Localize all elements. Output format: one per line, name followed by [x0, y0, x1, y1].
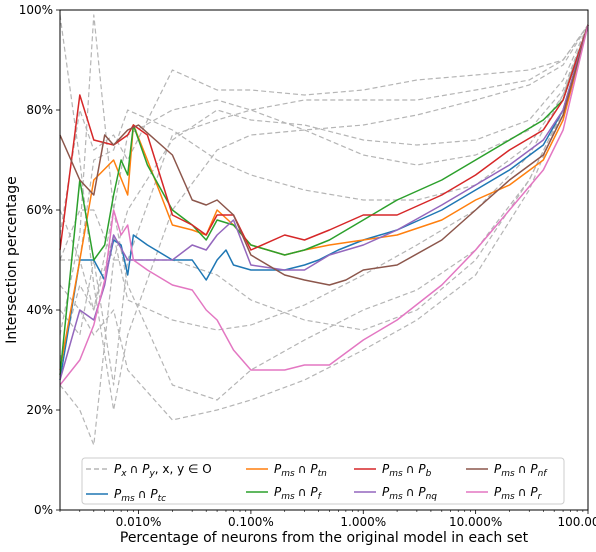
- legend-label-part: ms: [389, 469, 403, 479]
- legend-label-part: P: [274, 462, 282, 476]
- y-tick-label: 100%: [19, 3, 53, 17]
- legend-label: Pms ∩ Pr: [494, 485, 543, 502]
- series-line-gray-pair: [59, 24, 589, 261]
- legend-label-part: ∩: [406, 462, 419, 476]
- y-tick-label: 40%: [26, 303, 53, 317]
- legend-label-part: P: [274, 485, 282, 499]
- y-tick-label: 0%: [34, 503, 53, 517]
- x-axis-label: Percentage of neurons from the original …: [120, 530, 529, 546]
- legend-label-part: r: [538, 492, 543, 502]
- legend-label-part: ∩: [518, 462, 531, 476]
- legend-label-part: P: [494, 485, 502, 499]
- legend-label-part: ∩: [138, 487, 151, 501]
- legend-label-part: P: [382, 462, 390, 476]
- series-line-4: [59, 24, 589, 251]
- legend-label: Pms ∩ Ptn: [274, 462, 327, 479]
- legend-label: Pms ∩ Ptc: [114, 487, 166, 504]
- legend-label-part: ms: [389, 492, 403, 502]
- plot-frame: [59, 9, 589, 511]
- series-line-2: [59, 24, 589, 371]
- x-tick-label: 100.000%: [557, 515, 596, 529]
- legend-label-part: ∩: [130, 462, 143, 476]
- y-axis-ticks: 0% 20% 40% 60% 80% 100%: [19, 3, 60, 517]
- legend-label-part: nf: [538, 469, 549, 479]
- series-line-gray-pair: [59, 14, 589, 336]
- y-tick-label: 20%: [26, 403, 53, 417]
- legend-label-part: P: [310, 485, 318, 499]
- series-line-5: [59, 24, 589, 381]
- legend-label-part: P: [142, 462, 150, 476]
- y-axis-label: Intersection percentage: [4, 176, 20, 343]
- series-line-3: [59, 24, 589, 376]
- legend-label-part: b: [426, 469, 432, 479]
- legend-label-part: tn: [318, 469, 328, 479]
- legend-label-part: ms: [501, 469, 515, 479]
- legend-box: [81, 457, 565, 505]
- plot-area: [59, 14, 589, 446]
- series-line-gray-pair: [59, 24, 589, 421]
- legend-label-part: ms: [121, 494, 135, 504]
- legend-label-part: f: [318, 492, 323, 502]
- series-line-7: [59, 24, 589, 386]
- legend-label-part: P: [310, 462, 318, 476]
- legend-label-part: ∩: [518, 485, 531, 499]
- y-tick-label: 60%: [26, 203, 53, 217]
- legend-label: Pms ∩ Pnf: [494, 462, 548, 479]
- series-line-gray-pair: [59, 24, 589, 236]
- series-line-gray-pair: [59, 14, 589, 411]
- series-line-gray-pair: [60, 24, 589, 331]
- legend-label-part: ∩: [298, 485, 311, 499]
- legend-label-part: , x, y ∈ O: [155, 462, 212, 476]
- legend-label: Px ∩ Py, x, y ∈ O: [114, 462, 212, 479]
- legend-label-part: ∩: [406, 485, 419, 499]
- legend-label-part: P: [114, 462, 122, 476]
- x-tick-label: 0.010%: [116, 515, 162, 529]
- legend-label: Pms ∩ Pf: [274, 485, 323, 502]
- legend-label-part: P: [530, 462, 538, 476]
- series-line-6: [59, 24, 589, 286]
- y-tick-label: 80%: [26, 103, 53, 117]
- legend-label-part: ms: [281, 469, 295, 479]
- series-line-1: [59, 24, 589, 381]
- x-axis-ticks: 0.010% 0.100% 1.000% 10.000% 100.000%: [59, 510, 596, 529]
- series-line-gray-pair: [59, 24, 589, 386]
- x-tick-label: 0.100%: [228, 515, 274, 529]
- x-tick-label: 10.000%: [449, 515, 502, 529]
- legend-label-part: P: [418, 462, 426, 476]
- legend-label-part: P: [494, 462, 502, 476]
- legend-label: Pms ∩ Pnq: [382, 485, 437, 502]
- legend-label-part: tc: [158, 494, 167, 504]
- legend-label-part: nq: [426, 492, 438, 502]
- legend-label: Pms ∩ Pb: [382, 462, 432, 479]
- legend-label-part: P: [382, 485, 390, 499]
- legend-label-part: P: [150, 487, 158, 501]
- legend-label-part: P: [530, 485, 538, 499]
- legend-label-part: P: [114, 487, 122, 501]
- series-line-gray-pair: [59, 24, 589, 446]
- legend-label-part: ∩: [298, 462, 311, 476]
- legend-label-part: ms: [281, 492, 295, 502]
- legend-label-part: ms: [501, 492, 515, 502]
- legend-label-part: P: [418, 485, 426, 499]
- x-tick-label: 1.000%: [340, 515, 386, 529]
- legend-label-part: y: [148, 469, 155, 479]
- legend-label-part: x: [120, 469, 127, 479]
- series-line-gray-pair: [59, 24, 589, 401]
